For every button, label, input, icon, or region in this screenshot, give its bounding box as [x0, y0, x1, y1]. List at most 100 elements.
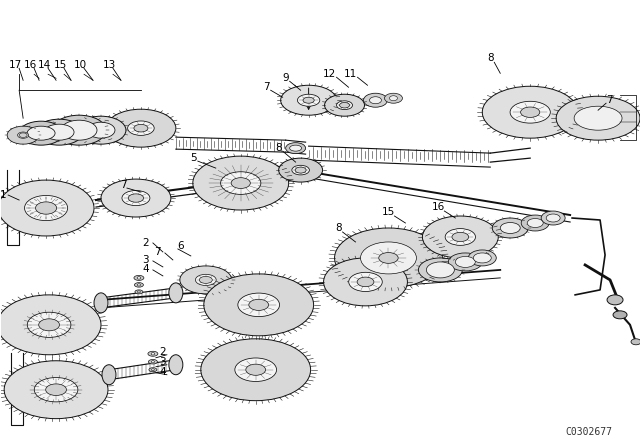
- Ellipse shape: [295, 167, 306, 173]
- Ellipse shape: [76, 116, 126, 144]
- Ellipse shape: [298, 94, 320, 106]
- Text: 6: 6: [177, 241, 184, 251]
- Text: 3: 3: [142, 255, 149, 265]
- Text: 3: 3: [159, 357, 166, 367]
- Ellipse shape: [7, 126, 39, 144]
- Ellipse shape: [324, 94, 365, 116]
- Ellipse shape: [201, 339, 310, 401]
- Ellipse shape: [422, 216, 499, 258]
- Ellipse shape: [122, 190, 150, 206]
- Ellipse shape: [134, 276, 144, 280]
- Text: 8: 8: [275, 143, 282, 153]
- Text: 7: 7: [120, 180, 126, 190]
- Ellipse shape: [137, 277, 141, 279]
- Ellipse shape: [19, 121, 63, 145]
- Text: 8: 8: [487, 53, 493, 63]
- Ellipse shape: [45, 384, 67, 396]
- Ellipse shape: [360, 242, 417, 274]
- Text: 7: 7: [264, 82, 270, 92]
- Ellipse shape: [357, 277, 374, 287]
- Ellipse shape: [324, 258, 408, 306]
- Text: 2: 2: [159, 347, 166, 357]
- Ellipse shape: [102, 365, 116, 385]
- Text: 4: 4: [142, 264, 149, 274]
- Ellipse shape: [607, 295, 623, 305]
- Ellipse shape: [128, 194, 143, 202]
- Ellipse shape: [4, 361, 108, 418]
- Ellipse shape: [468, 250, 496, 266]
- Text: 13: 13: [102, 60, 116, 70]
- Ellipse shape: [474, 253, 492, 263]
- Text: 9: 9: [282, 73, 289, 83]
- Ellipse shape: [369, 97, 381, 104]
- Text: 7: 7: [154, 247, 161, 257]
- Ellipse shape: [38, 319, 60, 331]
- Text: C0302677: C0302677: [565, 426, 612, 437]
- Ellipse shape: [521, 215, 549, 231]
- Ellipse shape: [546, 214, 560, 222]
- Ellipse shape: [631, 339, 640, 345]
- Ellipse shape: [148, 359, 157, 364]
- Text: 1: 1: [0, 190, 6, 200]
- Ellipse shape: [445, 228, 476, 246]
- Ellipse shape: [364, 93, 387, 107]
- Ellipse shape: [238, 293, 280, 317]
- Ellipse shape: [278, 158, 323, 182]
- Ellipse shape: [106, 109, 176, 147]
- Ellipse shape: [36, 202, 56, 214]
- Ellipse shape: [135, 290, 143, 294]
- Ellipse shape: [292, 165, 309, 175]
- Ellipse shape: [17, 132, 29, 138]
- Ellipse shape: [149, 368, 157, 372]
- Ellipse shape: [449, 253, 483, 271]
- Ellipse shape: [483, 86, 578, 138]
- Text: 7: 7: [605, 95, 612, 105]
- Ellipse shape: [134, 283, 143, 287]
- Ellipse shape: [385, 93, 403, 103]
- Ellipse shape: [510, 101, 550, 123]
- Ellipse shape: [87, 122, 115, 138]
- Ellipse shape: [340, 103, 349, 108]
- Ellipse shape: [368, 246, 409, 269]
- Ellipse shape: [520, 107, 540, 117]
- Ellipse shape: [221, 172, 261, 194]
- Ellipse shape: [231, 178, 250, 189]
- Ellipse shape: [556, 96, 640, 140]
- Ellipse shape: [148, 351, 158, 356]
- Text: 16: 16: [24, 60, 36, 70]
- Text: 15: 15: [54, 60, 67, 70]
- Ellipse shape: [61, 120, 97, 140]
- Ellipse shape: [337, 101, 353, 110]
- Ellipse shape: [151, 361, 154, 363]
- Text: 8: 8: [335, 223, 342, 233]
- Ellipse shape: [0, 295, 101, 355]
- Ellipse shape: [94, 293, 108, 313]
- Ellipse shape: [27, 126, 55, 140]
- Ellipse shape: [199, 276, 212, 284]
- Ellipse shape: [541, 211, 565, 225]
- Ellipse shape: [19, 133, 27, 138]
- Ellipse shape: [455, 256, 476, 267]
- Text: 15: 15: [382, 207, 395, 217]
- Ellipse shape: [35, 378, 78, 402]
- Text: 5: 5: [191, 153, 197, 163]
- Ellipse shape: [193, 156, 289, 210]
- Ellipse shape: [151, 353, 155, 355]
- Ellipse shape: [180, 266, 232, 294]
- Ellipse shape: [246, 364, 266, 375]
- Ellipse shape: [426, 262, 454, 278]
- Ellipse shape: [169, 283, 183, 303]
- Ellipse shape: [152, 369, 154, 371]
- Ellipse shape: [44, 124, 74, 140]
- Ellipse shape: [574, 106, 622, 130]
- Text: 11: 11: [344, 69, 357, 79]
- Ellipse shape: [169, 355, 183, 375]
- Ellipse shape: [419, 258, 462, 282]
- Ellipse shape: [379, 253, 398, 263]
- Text: 10: 10: [74, 60, 86, 70]
- Ellipse shape: [335, 228, 442, 288]
- Ellipse shape: [492, 218, 528, 238]
- Ellipse shape: [390, 96, 397, 101]
- Text: 12: 12: [323, 69, 336, 79]
- Text: 14: 14: [38, 60, 51, 70]
